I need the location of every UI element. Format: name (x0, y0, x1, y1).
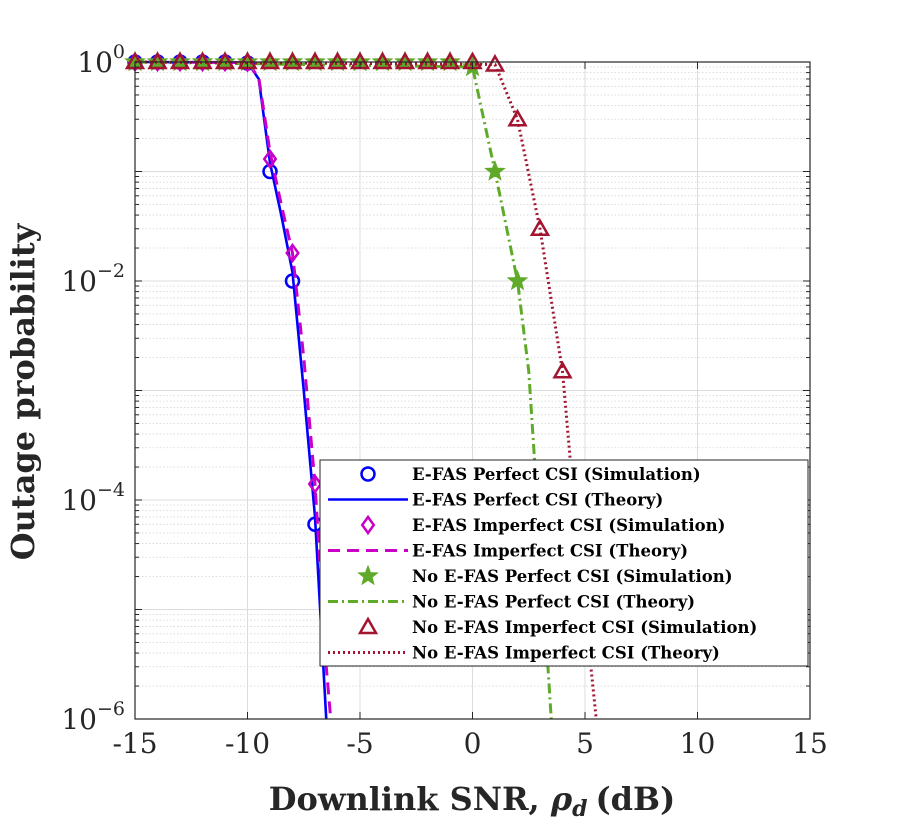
series-marker (327, 51, 348, 70)
legend: E-FAS Perfect CSI (Simulation) E-FAS Perf… (319, 459, 809, 667)
series-marker (372, 51, 393, 70)
x-tick-label: 15 (792, 727, 828, 760)
series-marker (307, 473, 323, 495)
series-marker (304, 50, 326, 72)
y-tick-exponent: −4 (97, 479, 125, 501)
x-tick-label: -10 (225, 727, 270, 760)
series-marker (304, 51, 326, 70)
series-marker (285, 242, 300, 264)
y-tick-label: 10−4 (61, 479, 125, 517)
x-axis-label-symbol: ρ (550, 780, 573, 818)
x-axis-label-text: Downlink SNR, (269, 780, 540, 818)
legend-entry-label: No E-FAS Perfect CSI (Theory) (412, 593, 695, 612)
series-marker (262, 148, 278, 170)
series-marker (259, 50, 281, 72)
series-marker (191, 50, 214, 72)
y-axis-label: Outage probability (4, 222, 42, 560)
series-marker (394, 50, 416, 72)
legend-entry-label: E-FAS Imperfect CSI (Simulation) (412, 516, 725, 535)
series-marker (394, 51, 416, 70)
x-axis-label: Downlink SNR, ρd (dB) (269, 780, 675, 822)
legend-entry-label: E-FAS Imperfect CSI (Theory) (412, 542, 688, 561)
x-axis-label-unit: (dB) (596, 780, 676, 818)
y-tick-base: 10 (61, 265, 97, 298)
y-tick-exponent: −2 (97, 260, 125, 282)
legend-entry-label: No E-FAS Imperfect CSI (Theory) (412, 644, 720, 663)
series-marker (416, 50, 439, 72)
y-tick-label: 10−2 (61, 260, 125, 298)
x-tick-label: 5 (576, 727, 594, 760)
series-marker (282, 51, 303, 70)
series-marker (214, 50, 236, 72)
x-tick-label: -15 (112, 727, 157, 760)
y-tick-base: 10 (77, 46, 113, 79)
legend-marker-sample (360, 514, 376, 536)
y-tick-label: 10−6 (61, 698, 125, 736)
legend-marker-sample (357, 616, 379, 635)
x-tick-label: 10 (680, 727, 716, 760)
x-axis-label-subscript: d (572, 796, 587, 822)
x-tick-label: 0 (464, 727, 482, 760)
series-marker (417, 51, 438, 70)
y-tick-base: 10 (61, 484, 97, 517)
legend-marker-sample (357, 564, 379, 586)
legend-entry-label: E-FAS Perfect CSI (Theory) (412, 491, 663, 510)
legend-entry-label: E-FAS Perfect CSI (Simulation) (412, 465, 701, 484)
y-tick-exponent: −6 (97, 698, 125, 720)
series-marker (169, 50, 191, 72)
series-marker (439, 51, 461, 70)
y-tick-label: 100 (77, 41, 125, 79)
series-marker (259, 51, 281, 70)
y-tick-exponent: 0 (113, 41, 125, 63)
y-tick-base: 10 (61, 703, 97, 736)
legend-marker-sample (360, 466, 376, 482)
legend-box (319, 459, 809, 667)
series-marker (214, 51, 236, 70)
x-tick-label: -5 (346, 727, 373, 760)
legend-entry-label: No E-FAS Perfect CSI (Simulation) (412, 567, 733, 586)
legend-entry-label: No E-FAS Imperfect CSI (Simulation) (412, 618, 757, 637)
series-marker (281, 50, 304, 72)
